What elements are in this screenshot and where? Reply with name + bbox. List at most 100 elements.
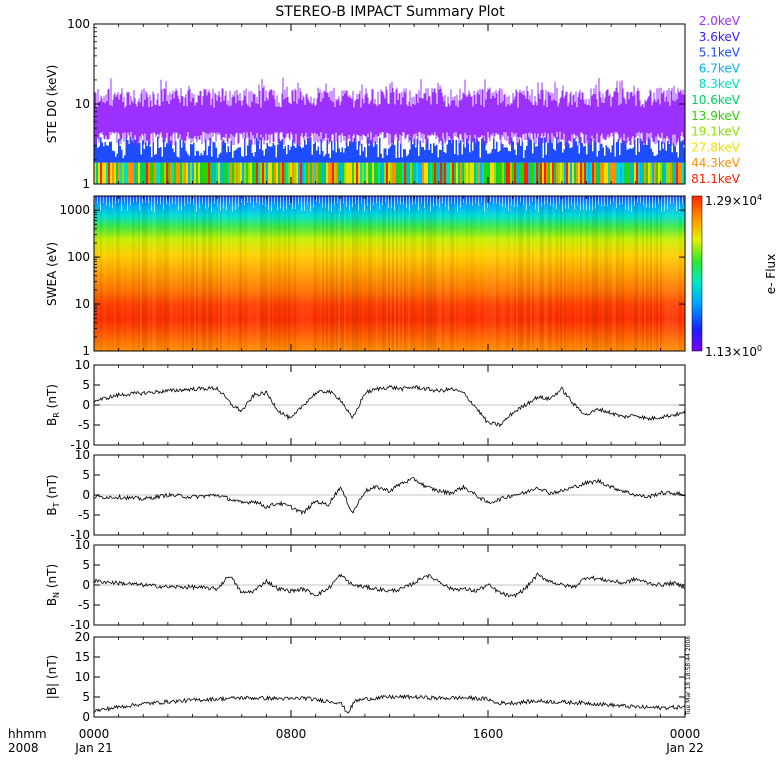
ste-mid-channel-stripe: [589, 138, 591, 163]
swea-streak: [114, 196, 116, 351]
ste-low-channel-stripe: [170, 162, 172, 184]
ste-mid-channel-stripe: [545, 154, 547, 163]
ste-low-channel-stripe: [126, 162, 128, 184]
ste-mid-channel-stripe: [154, 154, 156, 163]
ste-mid-channel-stripe: [637, 137, 639, 163]
swea-top-gap: [292, 196, 293, 210]
ste-mid-channel-stripe: [104, 142, 106, 163]
ste-low-channel-stripe: [498, 162, 500, 184]
legend-entry-81.1keV: 81.1keV: [691, 172, 741, 186]
ste-low-channel-stripe: [584, 162, 586, 184]
swea-top-gap: [643, 196, 644, 206]
ste-low-channel-stripe: [376, 162, 378, 184]
ste-low-channel-stripe: [264, 162, 266, 184]
swea-top-gap: [463, 196, 464, 204]
swea-streak: [260, 196, 262, 351]
ste-mid-channel-stripe: [556, 137, 558, 163]
swea-top-gap: [682, 196, 683, 204]
ste-low-channel-stripe: [364, 162, 366, 184]
br-y-tick-label: 0: [82, 398, 90, 412]
ste-low-channel-stripe: [372, 162, 374, 184]
ste-low-channel-stripe: [532, 162, 534, 184]
ste-low-channel-stripe: [648, 162, 650, 184]
ste-mid-channel-stripe: [469, 152, 471, 163]
swea-top-gap: [565, 196, 566, 209]
ste-low-channel-stripe: [196, 162, 198, 184]
ste-mid-channel-stripe: [407, 154, 409, 163]
swea-top-gap: [574, 196, 575, 210]
swea-streak: [594, 196, 596, 351]
ste-low-channel-stripe: [534, 162, 536, 184]
ste-mid-channel-stripe: [404, 149, 406, 163]
ste-mid-channel-stripe: [452, 139, 454, 163]
swea-streak: [268, 196, 270, 351]
swea-streak: [386, 196, 388, 351]
ste-low-channel-stripe: [440, 162, 442, 184]
swea-streak: [134, 196, 136, 351]
swea-streak: [282, 196, 284, 351]
swea-streak: [648, 196, 650, 351]
ste-low-channel-stripe: [550, 162, 552, 184]
swea-streak: [102, 196, 104, 351]
ste-mid-channel-stripe: [398, 157, 400, 163]
ste-mid-channel-stripe: [271, 146, 273, 163]
ste-mid-channel-stripe: [145, 142, 147, 163]
swea-top-gap: [163, 196, 164, 210]
ste-mid-channel-stripe: [151, 157, 153, 163]
swea-spectrogram: [94, 196, 685, 351]
ste-mid-channel-stripe: [148, 138, 150, 163]
swea-streak: [346, 196, 348, 351]
ste-low-channel-stripe: [396, 162, 398, 184]
ste-mid-channel-stripe: [409, 149, 411, 163]
swea-top-gap: [361, 196, 362, 204]
ste-mid-channel-stripe: [608, 148, 610, 163]
ste-low-channel-stripe: [546, 162, 548, 184]
swea-streak: [670, 196, 672, 351]
swea-streak: [370, 196, 372, 351]
swea-streak: [330, 196, 332, 351]
swea-streak: [162, 196, 164, 351]
ste-mid-channel-stripe: [598, 150, 600, 163]
swea-top-gap: [373, 196, 374, 206]
swea-streak: [398, 196, 400, 351]
swea-top-gap: [640, 196, 641, 204]
ste-low-channel-stripe: [540, 162, 542, 184]
ste-low-channel-stripe: [144, 162, 146, 184]
ste-low-channel-stripe: [420, 162, 422, 184]
ste-low-channel-stripe: [392, 162, 394, 184]
ste-low-channel-stripe: [390, 162, 392, 184]
ste-low-channel-stripe: [646, 162, 648, 184]
ste-mid-channel-stripe: [361, 143, 363, 163]
ste-mid-channel-stripe: [281, 138, 283, 163]
swea-streak: [264, 196, 266, 351]
swea-top-gap: [469, 196, 470, 205]
ste-mid-channel-stripe: [403, 148, 405, 163]
ste-mid-channel-stripe: [107, 145, 109, 163]
ste-low-channel-stripe: [554, 162, 556, 184]
ste-mid-channel-stripe: [337, 137, 339, 163]
swea-streak: [564, 196, 566, 351]
ste-mid-channel-stripe: [601, 143, 603, 163]
ste-mid-channel-stripe: [605, 145, 607, 163]
x-axis-label-line2: 2008: [8, 741, 39, 755]
swea-streak: [342, 196, 344, 351]
swea-top-gap: [556, 196, 557, 210]
swea-streak: [460, 196, 462, 351]
ste-mid-channel-stripe: [292, 139, 294, 163]
swea-top-gap: [202, 196, 203, 204]
ste-low-channel-stripe: [366, 162, 368, 184]
swea-streak: [332, 196, 334, 351]
ste-low-channel-stripe: [674, 162, 676, 184]
swea-streak: [270, 196, 272, 351]
swea-streak: [224, 196, 226, 351]
ste-low-channel-stripe: [394, 162, 396, 184]
ste-mid-channel-stripe: [514, 149, 516, 163]
ste-mid-channel-stripe: [566, 137, 568, 163]
ste-mid-channel-stripe: [511, 137, 513, 163]
swea-time-streaks: [94, 196, 685, 351]
ste-mid-channel-stripe: [622, 137, 624, 163]
ste-mid-channel-stripe: [442, 139, 444, 163]
swea-streak: [232, 196, 234, 351]
ste-mid-channel-stripe: [460, 140, 462, 163]
ste-mid-channel-stripe: [341, 147, 343, 163]
